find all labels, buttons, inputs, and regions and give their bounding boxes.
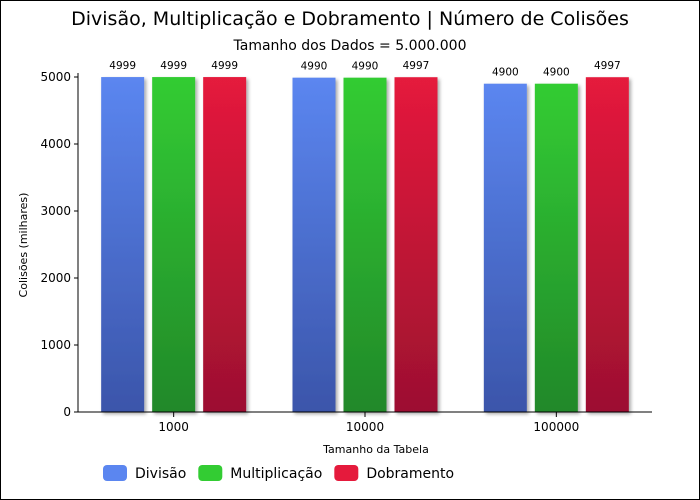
legend-swatch-dobramento	[334, 465, 359, 481]
legend-label: Multiplicação	[230, 466, 322, 482]
x-tick-label: 1000	[158, 420, 189, 434]
legend: Divisão Multiplicação Dobramento	[103, 465, 454, 482]
chart-subtitle: Tamanho dos Dados = 5.000.000	[233, 38, 467, 54]
bar-divisão-10000	[292, 77, 336, 413]
data-label: 4900	[492, 67, 519, 79]
bar-multiplicação-1000	[152, 77, 196, 412]
data-label: 4997	[403, 60, 430, 72]
bar-multiplicação-100000	[534, 83, 578, 412]
bar-divisão-100000	[483, 83, 527, 412]
data-label: 4999	[160, 60, 187, 72]
chart-title: Divisão, Multiplicação e Dobramento | Nú…	[71, 8, 629, 30]
y-axis-label: Colisões (milhares)	[17, 193, 30, 298]
y-tick-label: 2000	[40, 271, 71, 285]
bar-dobramento-1000	[203, 77, 247, 412]
y-tick-label: 0	[63, 405, 71, 419]
bar-dobramento-10000	[394, 77, 438, 413]
data-label: 4997	[594, 60, 621, 72]
x-axis-label: Tamanho da Tabela	[322, 443, 429, 456]
legend-swatch-multiplicação	[198, 465, 223, 481]
legend-label: Divisão	[135, 466, 186, 482]
x-tick-label: 100000	[533, 420, 579, 434]
data-label: 4990	[352, 61, 379, 73]
bar-multiplicação-10000	[343, 77, 387, 413]
data-label: 4990	[301, 61, 328, 73]
y-tick-label: 3000	[40, 204, 71, 218]
x-tick-label: 10000	[346, 420, 384, 434]
legend-label: Dobramento	[366, 466, 454, 482]
data-label: 4999	[211, 60, 238, 72]
y-tick-label: 1000	[40, 338, 71, 352]
plot-area: 0 1000 2000 3000 4000 5000 4999 4999 4999 1000 499…	[40, 60, 652, 434]
y-tick-label: 5000	[40, 70, 71, 84]
data-label: 4900	[543, 67, 570, 79]
y-tick-label: 4000	[40, 137, 71, 151]
legend-swatch-divisão	[103, 465, 127, 481]
data-label: 4999	[109, 60, 136, 72]
bar-divisão-1000	[101, 77, 145, 412]
bar-dobramento-100000	[585, 77, 629, 413]
